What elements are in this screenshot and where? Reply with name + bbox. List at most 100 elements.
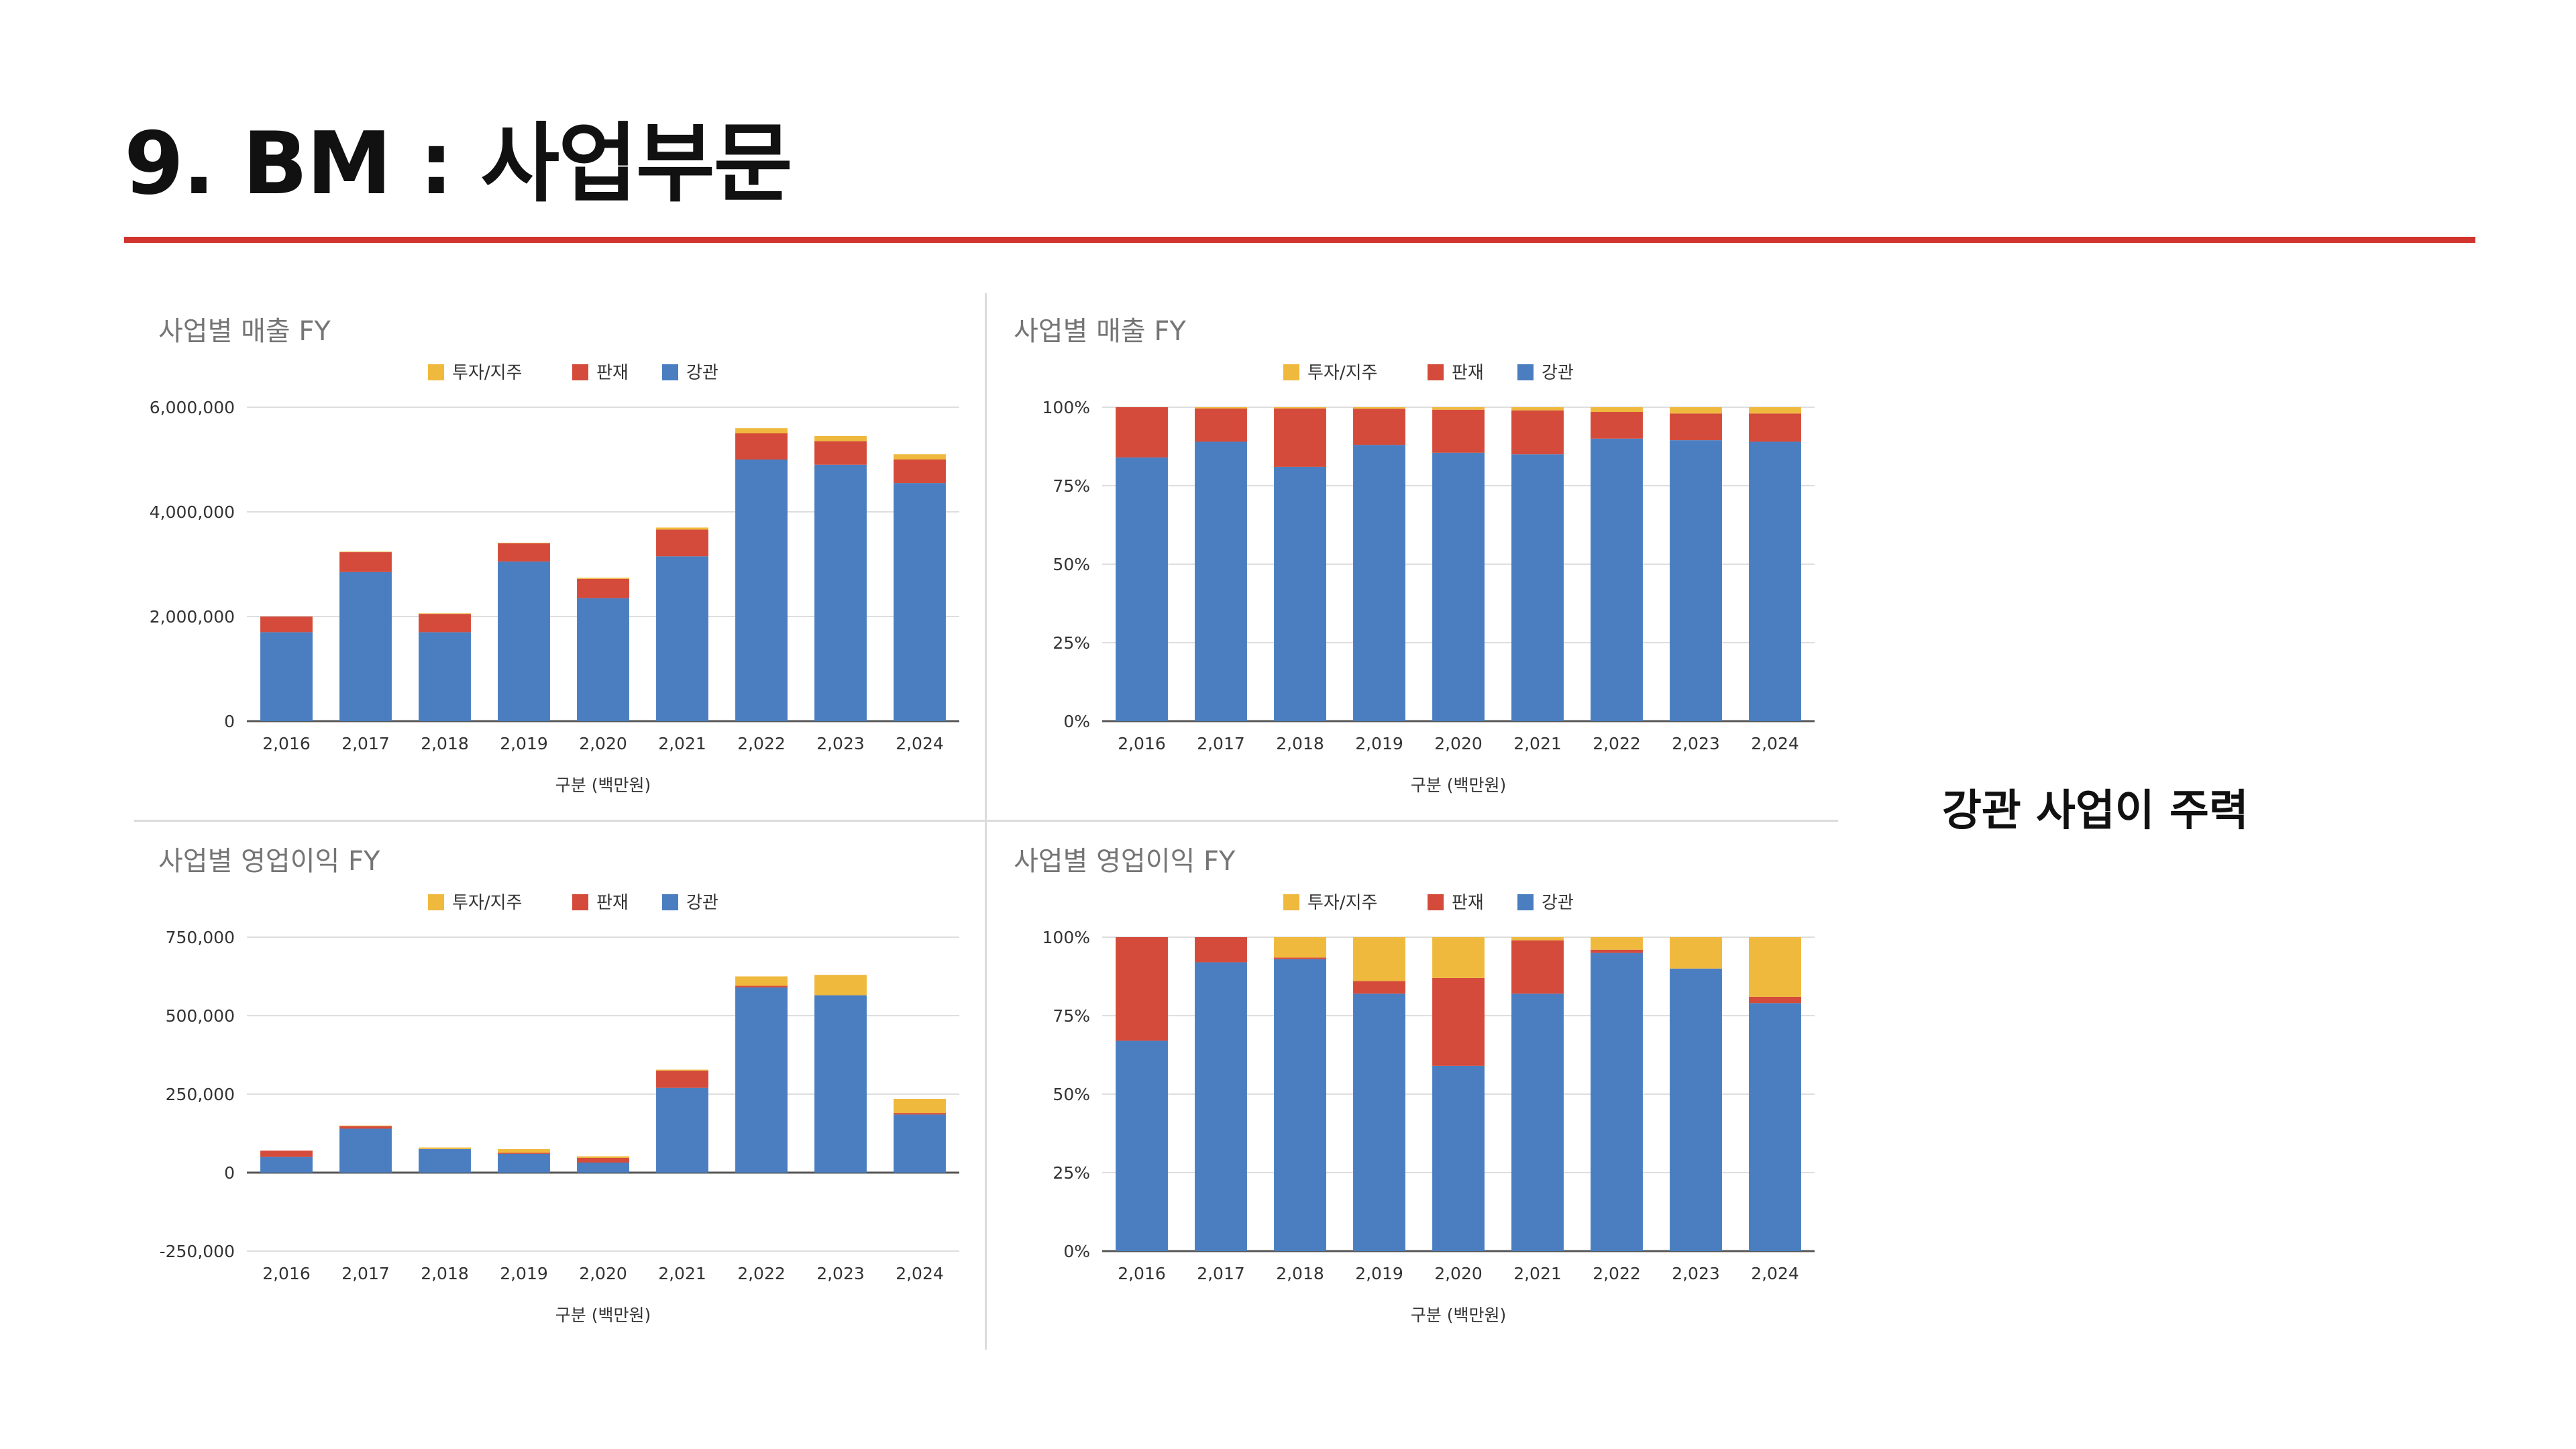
- x-tick-label: 2,020: [579, 1264, 627, 1283]
- bar-segment-panjae: [1195, 937, 1247, 963]
- x-tick-label: 2,018: [421, 1264, 469, 1283]
- bar-segment-panjae: [1511, 410, 1564, 455]
- chart-svg: 사업별 영업이익 FY 투자/지주 판재 강관 0% 25% 50% 75% 100% 2,016…: [1014, 846, 1815, 1325]
- bar-segment-holding: [1432, 937, 1485, 978]
- bar-segment-panjae: [656, 1070, 708, 1088]
- bar-segment-gangkwan: [339, 1128, 392, 1173]
- bar-segment-gangkwan: [260, 1157, 313, 1173]
- bar-segment-holding: [1274, 937, 1326, 958]
- x-tick-label: 2,023: [816, 734, 865, 753]
- side-note: 강관 사업이 주력: [1942, 786, 2249, 836]
- chart-legend: 투자/지주 판재 강관: [1283, 893, 1574, 913]
- legend-label-holding: 투자/지주: [452, 893, 522, 913]
- y-tick-label: 75%: [1053, 1006, 1090, 1026]
- bar-segment-gangkwan: [260, 632, 313, 721]
- title-rule: [124, 237, 2475, 243]
- x-axis-label: 구분 (백만원): [555, 1305, 651, 1325]
- bar-segment-holding: [577, 1156, 629, 1159]
- y-tick-label: 4,000,000: [150, 502, 235, 522]
- legend-label-holding: 투자/지주: [452, 363, 522, 383]
- x-tick-label: 2,016: [262, 1264, 311, 1283]
- bar-segment-panjae: [1195, 408, 1247, 442]
- chart-title: 사업별 영업이익 FY: [158, 846, 380, 877]
- legend-swatch-gangkwan: [1517, 364, 1534, 380]
- bar-segment-holding: [1511, 937, 1564, 941]
- bar-segment-gangkwan: [1353, 994, 1405, 1251]
- legend-label-gangkwan: 강관: [1542, 893, 1574, 913]
- legend-label-gangkwan: 강관: [1542, 363, 1574, 383]
- bar-segment-panjae: [1353, 981, 1405, 994]
- bar-segment-gangkwan: [498, 561, 550, 721]
- y-tick-label: -250,000: [160, 1242, 235, 1261]
- x-axis-label: 구분 (백만원): [1411, 775, 1506, 795]
- y-tick-label: 0: [224, 1163, 235, 1183]
- x-tick-label: 2,024: [1751, 734, 1799, 753]
- bar-segment-panjae: [894, 460, 946, 484]
- y-tick-label: 50%: [1053, 1085, 1090, 1104]
- x-tick-label: 2,019: [500, 1264, 548, 1283]
- y-tick-label: 100%: [1042, 928, 1090, 947]
- x-axis-label: 구분 (백만원): [1411, 1305, 1506, 1325]
- bar-segment-gangkwan: [1749, 1003, 1801, 1251]
- bar-segment-gangkwan: [1195, 441, 1247, 721]
- bar-segment-holding: [1274, 407, 1326, 409]
- x-tick-label: 2,024: [1751, 1264, 1799, 1283]
- x-tick-label: 2,020: [579, 734, 627, 753]
- x-tick-label: 2,020: [1434, 1264, 1483, 1283]
- chart-legend: 투자/지주 판재 강관: [1283, 363, 1574, 383]
- bar-segment-gangkwan: [1274, 959, 1326, 1251]
- chart-panel-operating-profit-absolute: 사업별 영업이익 FY 투자/지주 판재 강관 -250,000 0 250,000 500,…: [134, 828, 986, 1345]
- bar-segment-gangkwan: [1195, 962, 1247, 1251]
- y-tick-label: 250,000: [166, 1085, 235, 1104]
- chart-panel-sales-percent: 사업별 매출 FY 투자/지주 판재 강관 0% 25% 50% 75% 100% 2,016 2,…: [989, 299, 1841, 815]
- y-tick-label: 0%: [1063, 712, 1090, 731]
- bar-segment-holding: [814, 435, 867, 441]
- x-tick-label: 2,020: [1434, 734, 1483, 753]
- x-tick-label: 2,023: [1672, 1264, 1720, 1283]
- legend-swatch-gangkwan: [662, 364, 678, 380]
- legend-swatch-holding: [1283, 894, 1299, 910]
- legend-swatch-panjae: [572, 894, 588, 910]
- legend-label-gangkwan: 강관: [686, 893, 718, 913]
- bar-segment-gangkwan: [498, 1153, 550, 1173]
- legend-label-gangkwan: 강관: [686, 363, 718, 383]
- x-tick-label: 2,017: [341, 734, 390, 753]
- bar-segment-panjae: [1274, 408, 1326, 467]
- x-tick-label: 2,018: [421, 734, 469, 753]
- bar-segment-holding: [1195, 407, 1247, 409]
- bar-segment-panjae: [814, 441, 867, 465]
- y-tick-label: 100%: [1042, 398, 1090, 417]
- x-tick-label: 2,021: [658, 734, 706, 753]
- x-tick-label: 2,016: [1118, 734, 1166, 753]
- x-tick-label: 2,023: [1672, 734, 1720, 753]
- bar-segment-gangkwan: [419, 1148, 471, 1173]
- x-tick-label: 2,019: [500, 734, 548, 753]
- x-tick-label: 2,022: [1593, 734, 1641, 753]
- x-tick-label: 2,017: [1197, 734, 1245, 753]
- bar-segment-panjae: [260, 616, 313, 633]
- bar-segment-gangkwan: [577, 598, 629, 721]
- bar-segment-gangkwan: [1274, 466, 1326, 721]
- bar-segment-gangkwan: [735, 460, 788, 721]
- bar-segment-panjae: [1670, 413, 1722, 441]
- bar-segment-gangkwan: [1591, 438, 1643, 721]
- x-tick-label: 2,022: [737, 734, 786, 753]
- y-tick-label: 2,000,000: [150, 607, 235, 627]
- bar-segment-gangkwan: [1511, 994, 1564, 1251]
- bar-segment-gangkwan: [339, 572, 392, 721]
- x-tick-label: 2,022: [1593, 1264, 1641, 1283]
- bar-segment-holding: [1749, 407, 1801, 414]
- bar-segment-panjae: [577, 1158, 629, 1163]
- bar-segment-holding: [1670, 937, 1722, 969]
- bar-segment-panjae: [498, 543, 550, 562]
- bar-segment-holding: [656, 527, 708, 530]
- slide-title: 9. BM : 사업부문: [124, 114, 793, 214]
- bar-segment-gangkwan: [814, 995, 867, 1173]
- x-tick-label: 2,021: [658, 1264, 706, 1283]
- legend-swatch-panjae: [1428, 894, 1444, 910]
- bar-segment-panjae: [1116, 407, 1168, 458]
- bar-segment-gangkwan: [1116, 1040, 1168, 1251]
- bar-segment-panjae: [894, 1113, 946, 1115]
- bar-segment-gangkwan: [894, 483, 946, 721]
- bar-segment-holding: [1353, 937, 1405, 981]
